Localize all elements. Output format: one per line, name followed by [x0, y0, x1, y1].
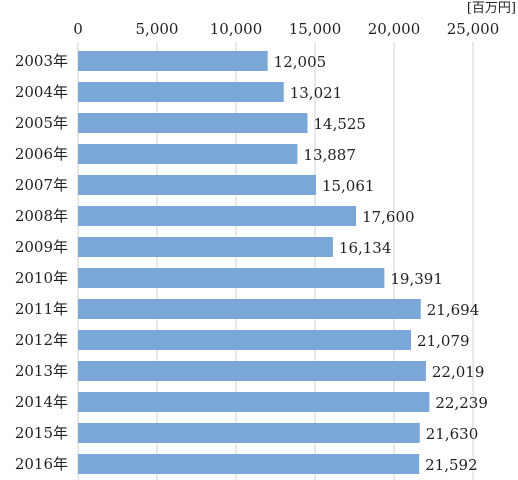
- bar: [78, 206, 357, 226]
- category-labels: 2003年 2004年 2005年 2006年 2007年 2008年 2009年 2010年…: [15, 52, 68, 473]
- bar: [78, 237, 333, 257]
- data-label: 22,239: [435, 394, 488, 412]
- data-label: 15,061: [322, 177, 375, 195]
- category-label: 2012年: [15, 331, 68, 349]
- data-label: 12,005: [274, 53, 327, 71]
- data-label: 17,600: [362, 208, 415, 226]
- x-tick-label: 15,000: [289, 20, 342, 38]
- bar: [78, 175, 316, 195]
- unit-label: [百万円]: [467, 1, 516, 16]
- bar: [78, 51, 268, 71]
- bar: [78, 82, 284, 102]
- bar: [78, 392, 430, 412]
- data-label: 16,134: [339, 239, 392, 257]
- bar: [78, 113, 308, 133]
- category-label: 2010年: [15, 269, 68, 287]
- data-label: 19,391: [390, 270, 443, 288]
- bar: [78, 299, 421, 319]
- bar: [78, 423, 420, 443]
- data-label: 13,021: [290, 84, 343, 102]
- category-label: 2013年: [15, 362, 68, 380]
- x-tick-label: 0: [73, 20, 83, 38]
- category-label: 2005年: [15, 114, 68, 132]
- data-label: 21,079: [417, 332, 470, 350]
- x-tick-label: 10,000: [210, 20, 263, 38]
- x-tick-label: 25,000: [447, 20, 500, 38]
- bar: [78, 361, 426, 381]
- gridlines: [77, 42, 474, 480]
- data-label: 21,694: [427, 301, 480, 319]
- category-label: 2014年: [15, 393, 68, 411]
- category-label: 2016年: [15, 455, 68, 473]
- bars: [78, 51, 430, 474]
- category-label: 2011年: [15, 300, 68, 318]
- category-label: 2008年: [15, 207, 68, 225]
- data-label: 21,592: [425, 456, 478, 474]
- category-label: 2004年: [15, 83, 68, 101]
- category-label: 2007年: [15, 176, 68, 194]
- value-labels: 12,005 13,021 14,525 13,887 15,061 17,600 16,1…: [274, 53, 488, 474]
- x-axis-ticks: 0 5,000 10,000 15,000 20,000 25,000: [73, 20, 499, 38]
- data-label: 14,525: [313, 115, 366, 133]
- category-label: 2003年: [15, 52, 68, 70]
- bar: [78, 144, 298, 164]
- bar: [78, 268, 385, 288]
- x-tick-label: 5,000: [136, 20, 179, 38]
- x-tick-label: 20,000: [368, 20, 421, 38]
- category-label: 2009年: [15, 238, 68, 256]
- category-label: 2015年: [15, 424, 68, 442]
- data-label: 22,019: [432, 363, 485, 381]
- bar: [78, 454, 420, 474]
- data-label: 13,887: [303, 146, 356, 164]
- data-label: 21,630: [426, 425, 479, 443]
- category-label: 2006年: [15, 145, 68, 163]
- bar: [78, 330, 412, 350]
